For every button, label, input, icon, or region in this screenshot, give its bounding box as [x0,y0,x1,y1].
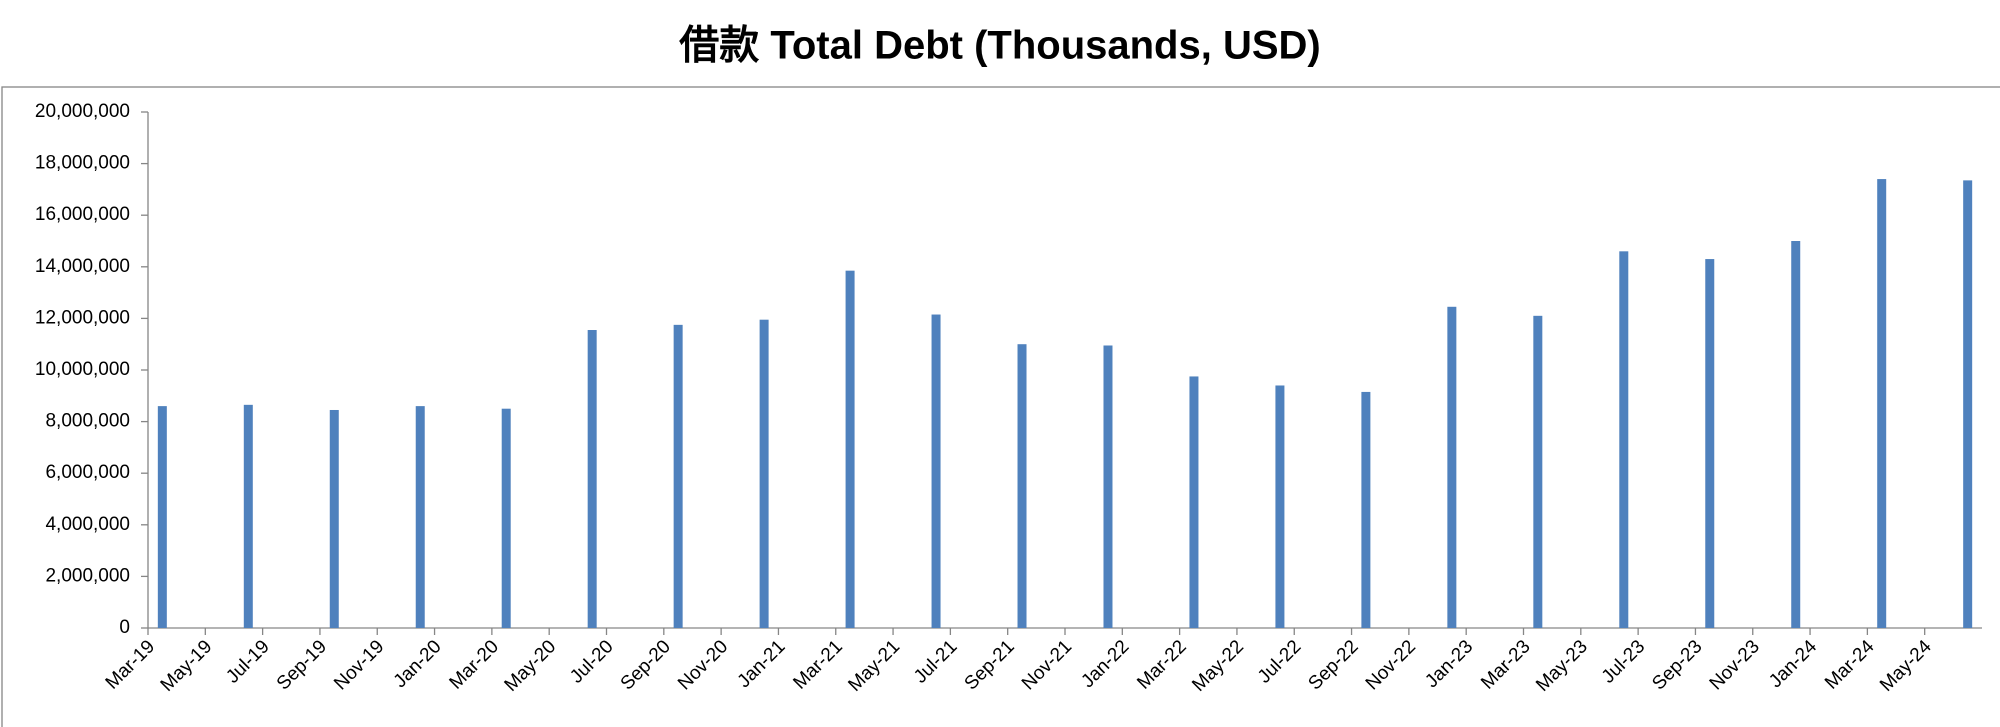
y-tick-label: 2,000,000 [45,565,130,586]
bar [1705,259,1715,628]
x-tick-label: May-24 [1876,636,1936,696]
chart-title: 借款 Total Debt (Thousands, USD) [678,24,1320,68]
x-tick-label: Jul-20 [566,636,617,687]
bar [415,406,425,628]
x-tick-label: Jan-20 [390,636,446,692]
x-tick-label: Sep-22 [1304,636,1362,694]
x-tick-label: Jul-21 [910,636,961,687]
bar [243,404,253,628]
x-tick-label: Mar-21 [789,636,846,693]
x-tick-label: Nov-23 [1706,636,1764,694]
bar [1017,344,1027,628]
x-tick-label: Jan-21 [734,636,790,692]
x-tick-label: Jul-19 [222,636,273,687]
y-tick-label: 6,000,000 [45,462,130,483]
x-tick-label: Jan-22 [1077,636,1133,692]
bar [329,409,339,628]
bar [673,324,683,628]
x-tick-label: May-22 [1188,636,1248,696]
x-tick-label: May-23 [1532,636,1592,696]
x-tick-label: Sep-21 [961,636,1019,694]
bar [1447,306,1457,628]
y-tick-label: 14,000,000 [35,256,130,277]
bar [1275,385,1285,628]
x-tick-label: Jan-23 [1421,636,1477,692]
y-tick-label: 20,000,000 [35,101,130,122]
bar [1361,391,1371,628]
x-tick-label: Sep-19 [273,636,331,694]
bar [1189,376,1199,628]
x-tick-label: Mar-23 [1477,636,1534,693]
bar [931,314,941,628]
x-tick-label: Nov-22 [1362,636,1420,694]
x-tick-label: Mar-24 [1821,636,1879,694]
y-tick-label: 8,000,000 [45,411,130,432]
bar [587,330,597,628]
bar [845,270,855,628]
bar [501,408,511,628]
x-tick-label: Sep-20 [617,636,675,694]
y-tick-label: 0 [119,617,130,638]
bar [759,319,769,628]
x-tick-label: Jul-23 [1598,636,1649,687]
y-tick-label: 18,000,000 [35,153,130,174]
x-tick-label: Mar-22 [1133,636,1190,693]
bar [1963,180,1973,628]
y-tick-label: 4,000,000 [45,514,130,535]
y-tick-label: 16,000,000 [35,204,130,225]
y-tick-label: 10,000,000 [35,359,130,380]
x-tick-label: Sep-23 [1648,636,1706,694]
x-tick-label: Mar-20 [446,636,503,693]
x-tick-label: Jul-22 [1254,636,1305,687]
x-tick-label: Nov-20 [674,636,732,694]
chart-frame [1,86,2000,727]
x-tick-label: May-20 [501,636,561,696]
bar [1877,179,1887,628]
bar [157,406,167,628]
bar [1791,241,1801,628]
y-tick-label: 12,000,000 [35,307,130,328]
x-tick-label: Jan-24 [1765,636,1821,692]
x-tick-label: Mar-19 [102,636,159,693]
x-tick-label: May-19 [157,636,217,696]
bar [1103,345,1113,628]
bar [1533,315,1543,628]
x-tick-label: May-21 [844,636,904,696]
x-tick-label: Nov-19 [330,636,388,694]
bar [1619,251,1629,628]
x-tick-label: Nov-21 [1018,636,1076,694]
